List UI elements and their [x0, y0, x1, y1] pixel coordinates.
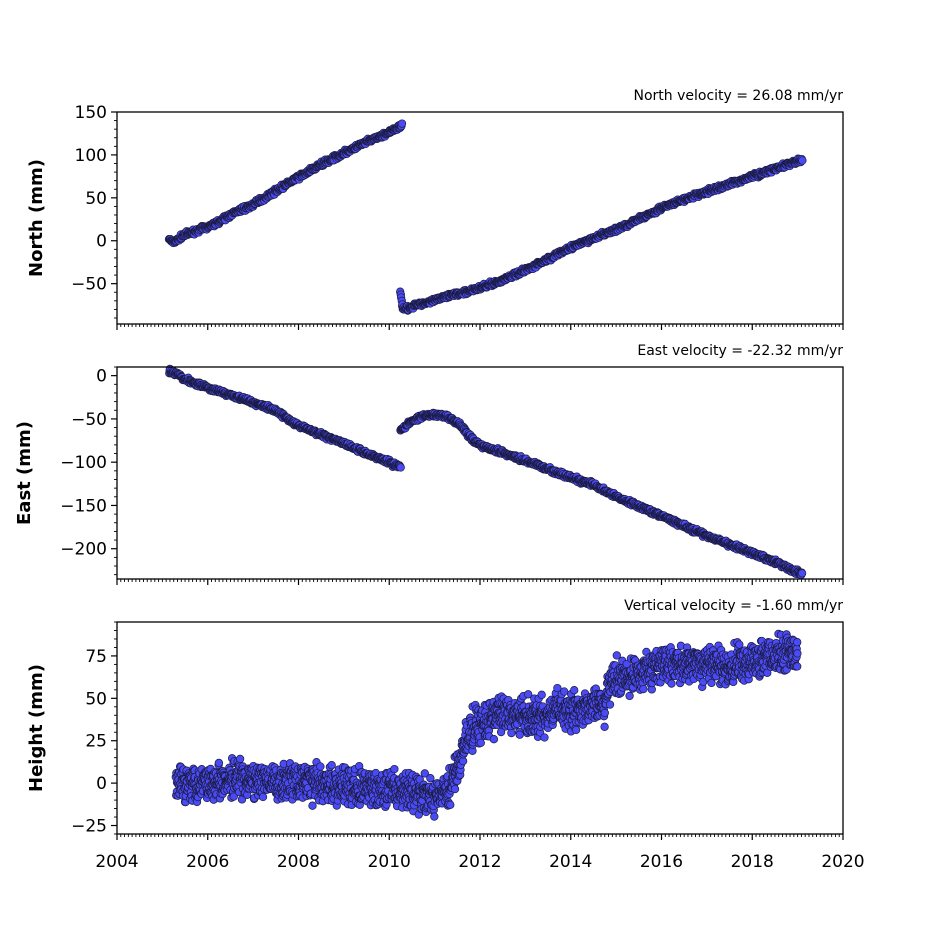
height-data-point — [214, 758, 224, 768]
height-data-point — [450, 784, 460, 794]
height-data-point — [537, 690, 546, 699]
east-y-tick-label: −50 — [71, 410, 107, 430]
height-data-point — [446, 800, 455, 809]
height-data-point — [667, 679, 676, 688]
height-data-point — [507, 728, 516, 738]
height-data-point — [625, 691, 634, 701]
height-data-point — [308, 801, 317, 810]
north-y-tick-label: 100 — [75, 146, 107, 166]
north-y-axis-label: North (mm) — [26, 159, 47, 277]
height-data-point — [515, 730, 524, 739]
north-scatter-points — [164, 119, 807, 315]
east-y-axis-label: East (mm) — [14, 421, 35, 525]
north-y-tick-label: 50 — [85, 189, 107, 209]
panel-east: 0 −50 −100 −150 −200 East velocity = -22.32 … — [14, 343, 844, 585]
height-data-point — [605, 700, 615, 709]
east-velocity-title: East velocity = -22.32 mm/yr — [637, 343, 843, 359]
east-data-point — [396, 463, 405, 472]
height-data-point — [489, 735, 499, 744]
east-scatter-points — [165, 364, 807, 580]
north-velocity-title: North velocity = 26.08 mm/yr — [633, 88, 843, 104]
height-data-point — [430, 812, 439, 821]
height-data-point — [570, 686, 579, 695]
north-data-point — [397, 119, 407, 128]
height-data-point — [235, 754, 245, 764]
height-data-point — [476, 738, 485, 747]
north-data-point — [798, 156, 807, 165]
height-data-point — [258, 792, 268, 802]
east-y-tick-label: 0 — [96, 367, 107, 387]
east-data-point — [797, 569, 807, 578]
north-y-tick-label: 0 — [96, 232, 107, 252]
north-y-tick-label: −50 — [71, 275, 107, 295]
north-ticks: 150 100 50 0 −50 — [71, 103, 844, 330]
height-data-point — [560, 687, 569, 696]
height-scatter-points — [171, 629, 802, 821]
height-data-point — [316, 762, 325, 771]
panel-north: 150 100 50 0 −50 North velocity = 26.08 mm/y… — [26, 88, 844, 330]
height-data-point — [600, 722, 609, 731]
height-data-point — [571, 725, 581, 735]
east-y-tick-label: −200 — [60, 540, 107, 560]
height-data-point — [390, 764, 399, 774]
height-data-point — [639, 684, 648, 694]
height-data-point — [540, 733, 549, 742]
height-data-point — [600, 708, 609, 718]
east-ticks: 0 −50 −100 −150 −200 — [60, 366, 844, 585]
east-y-tick-label: −100 — [60, 453, 107, 473]
east-y-tick-label: −150 — [60, 496, 107, 516]
north-y-tick-label: 150 — [75, 103, 107, 123]
height-data-point — [327, 761, 336, 770]
